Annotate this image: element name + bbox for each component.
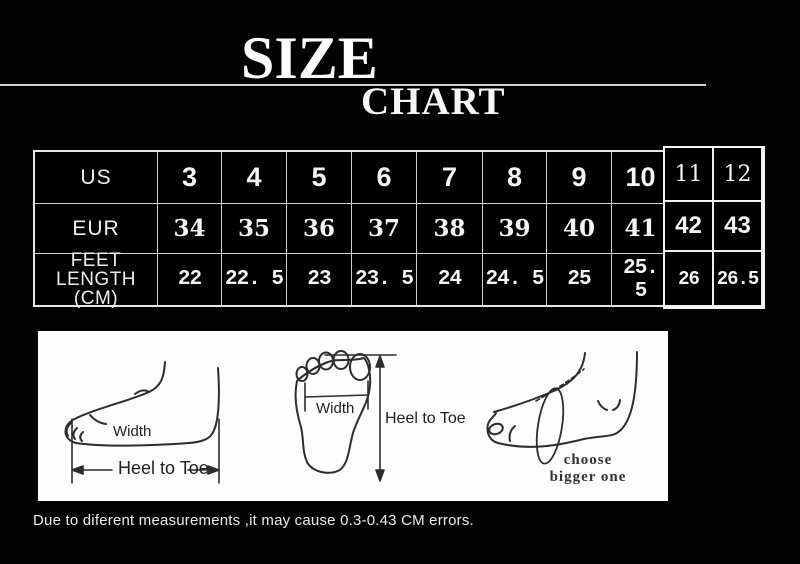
feet-length-cell: 23. 5 (352, 254, 417, 305)
feet-length-cell: 26 (665, 252, 714, 307)
girth-ellipse (535, 387, 565, 465)
eur-size-cell: 43 (714, 202, 763, 252)
feet-length-cell: 24. 5 (483, 254, 547, 305)
choose-bigger-one-tip: choose bigger one (549, 452, 627, 485)
title-size: SIZE (241, 25, 378, 91)
feet-length-cell: 22 (158, 254, 222, 305)
feet-length-cell: 22. 5 (222, 254, 287, 305)
us-size-cell: 6 (352, 152, 417, 204)
side-profile-length-label: Heel to Toe (118, 458, 209, 478)
feet-length-cell: 25. 5 (623, 256, 659, 303)
size-conversion-table: US 3 4 5 6 7 8 9 10 EUR 34 35 36 37 38 3… (33, 150, 671, 308)
sole-width-label: Width (316, 400, 355, 417)
title-underline-rule (0, 84, 706, 86)
us-size-cell: 5 (287, 152, 352, 204)
sole-length-label: Heel to Toe (385, 410, 466, 427)
feet-length-cell: 24 (417, 254, 483, 305)
sole-width-line (304, 380, 369, 412)
us-size-cell: 3 (158, 152, 222, 204)
eur-size-cell: 35 (222, 204, 287, 254)
feet-length-cell: 26.5 (714, 252, 763, 307)
footprint-sole-drawing (294, 350, 372, 474)
side-profile-foot-drawing (64, 361, 220, 447)
us-size-cell: 7 (417, 152, 483, 204)
eur-size-cell: 34 (158, 204, 222, 254)
measurement-error-footnote: Due to diferent measurements ,it may cau… (33, 512, 474, 529)
side-profile-width-label: Width (113, 423, 152, 440)
eur-size-cell: 38 (417, 204, 483, 254)
us-size-cell: 9 (547, 152, 612, 204)
eur-size-cell: 42 (665, 202, 714, 252)
us-size-cell: 8 (483, 152, 547, 204)
foot-measurement-illustrations (64, 350, 638, 484)
measurement-diagram-band: Width Heel to Toe Width Heel to Toe choo… (38, 331, 668, 501)
foot-girth-drawing (486, 351, 638, 465)
eur-size-cell: 36 (287, 204, 352, 254)
feet-length-cell: 25 (547, 254, 612, 305)
row-header-eur: EUR (35, 204, 158, 254)
size-table-extension-11-12: 11 12 42 43 26 26.5 (663, 146, 765, 309)
us-size-cell: 12 (714, 148, 763, 202)
eur-size-cell: 41 (612, 204, 669, 254)
eur-size-cell: 40 (547, 204, 612, 254)
us-size-cell: 4 (222, 152, 287, 204)
title-chart: CHART (361, 80, 506, 123)
us-size-cell: 11 (665, 148, 714, 202)
row-header-feet-length: FEET LENGTH (CM) (35, 251, 158, 308)
heel-to-toe-arrow-vertical (324, 354, 397, 482)
us-size-cell: 10 (612, 152, 669, 204)
eur-size-cell: 39 (483, 204, 547, 254)
feet-length-cell: 23 (287, 254, 352, 305)
row-header-us: US (35, 152, 158, 204)
heel-to-toe-arrow-horizontal (71, 418, 220, 484)
eur-size-cell: 37 (352, 204, 417, 254)
